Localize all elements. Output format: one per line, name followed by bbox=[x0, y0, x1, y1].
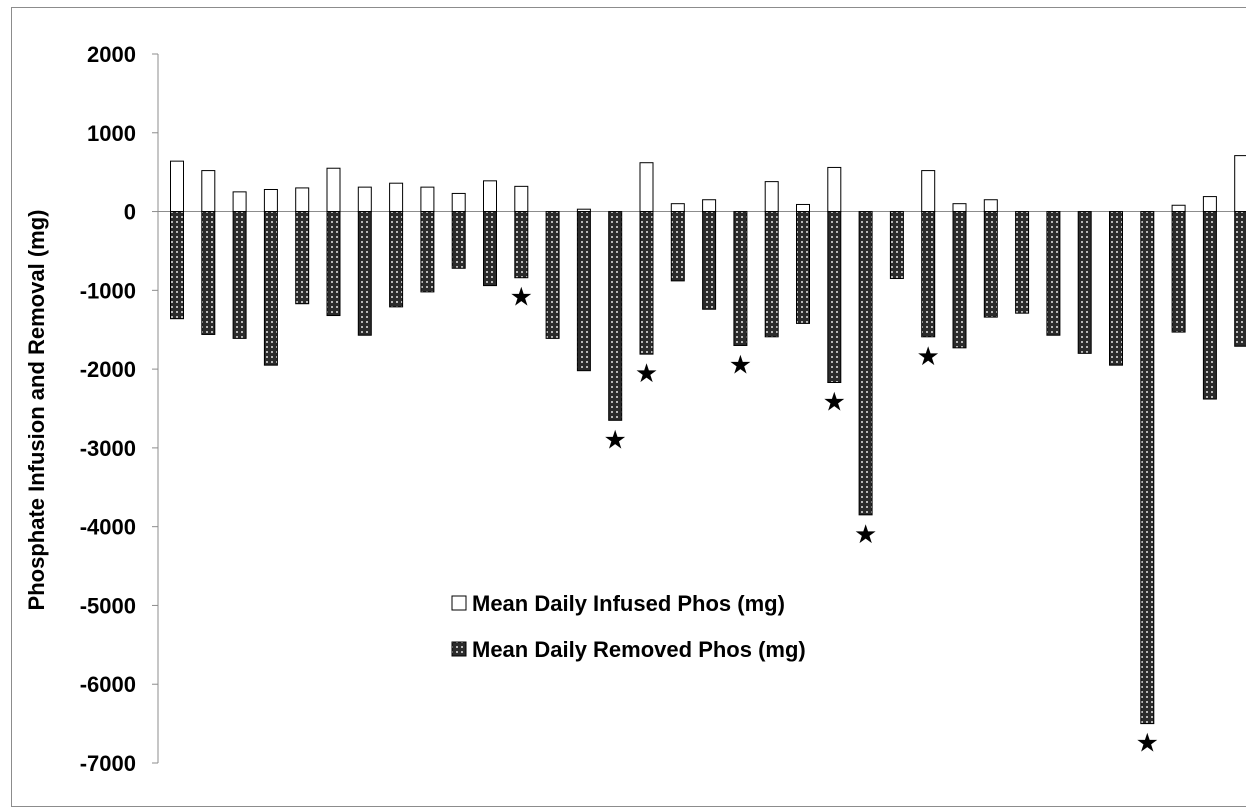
legend-swatch-infused bbox=[452, 596, 466, 610]
bar-infused bbox=[765, 182, 778, 212]
y-tick-label: 2000 bbox=[87, 42, 136, 67]
bar-removed bbox=[202, 212, 215, 335]
bar-infused bbox=[421, 187, 434, 211]
bar-infused bbox=[264, 189, 277, 211]
bar-infused bbox=[327, 168, 340, 211]
y-tick-label: -2000 bbox=[80, 357, 136, 382]
bar-removed bbox=[1141, 212, 1154, 724]
bar-removed bbox=[421, 212, 434, 292]
bar-infused bbox=[671, 204, 684, 212]
star-marker-icon: ★ bbox=[854, 520, 877, 550]
bar-removed bbox=[984, 212, 997, 318]
bar-infused bbox=[358, 187, 371, 211]
bar-removed bbox=[859, 212, 872, 515]
bar-removed bbox=[1078, 212, 1091, 354]
y-tick-label: -7000 bbox=[80, 751, 136, 776]
bar-removed bbox=[640, 212, 653, 355]
y-axis-ticks: 2000 1000 0 -1000 -2000 -3000 -4000 -5000 -6000 -… bbox=[80, 42, 136, 776]
y-axis-tick-marks bbox=[152, 54, 158, 763]
star-marker-icon: ★ bbox=[510, 283, 533, 313]
bar-infused bbox=[202, 171, 215, 212]
bar-infused bbox=[797, 204, 810, 211]
legend-label-removed: Mean Daily Removed Phos (mg) bbox=[472, 637, 806, 662]
bar-removed bbox=[953, 212, 966, 348]
bar-infused bbox=[953, 204, 966, 212]
bar-infused bbox=[640, 163, 653, 212]
bar-removed bbox=[358, 212, 371, 336]
bar-removed bbox=[1047, 212, 1060, 336]
bar-removed bbox=[171, 212, 184, 319]
bar-infused bbox=[452, 193, 465, 211]
star-marker-icon: ★ bbox=[1136, 729, 1159, 759]
bar-removed bbox=[390, 212, 403, 307]
bar-removed bbox=[233, 212, 246, 339]
bar-removed bbox=[452, 212, 465, 269]
bar-removed bbox=[296, 212, 309, 304]
bar-infused bbox=[296, 188, 309, 212]
bar-removed bbox=[609, 212, 622, 421]
y-tick-label: -4000 bbox=[80, 515, 136, 540]
bar-infused bbox=[1172, 205, 1185, 211]
y-tick-label: 1000 bbox=[87, 121, 136, 146]
bar-removed bbox=[484, 212, 497, 286]
star-marker-icon: ★ bbox=[635, 359, 658, 389]
bar-infused bbox=[1235, 156, 1246, 212]
bar-removed bbox=[765, 212, 778, 337]
star-marker-icon: ★ bbox=[823, 388, 846, 418]
y-axis-label: Phosphate Infusion and Removal (mg) bbox=[24, 210, 49, 611]
legend-label-infused: Mean Daily Infused Phos (mg) bbox=[472, 591, 785, 616]
star-marker-icon: ★ bbox=[917, 342, 940, 372]
y-tick-label: -6000 bbox=[80, 672, 136, 697]
bar-removed bbox=[264, 212, 277, 366]
bar-removed bbox=[890, 212, 903, 279]
bar-infused bbox=[922, 171, 935, 212]
bar-removed bbox=[327, 212, 340, 316]
bar-removed bbox=[1172, 212, 1185, 333]
bar-removed bbox=[797, 212, 810, 324]
bar-removed bbox=[1110, 212, 1123, 366]
bar-removed bbox=[1235, 212, 1246, 347]
bar-infused bbox=[233, 192, 246, 212]
bar-infused bbox=[828, 167, 841, 211]
bar-removed bbox=[734, 212, 747, 346]
y-tick-label: 0 bbox=[124, 200, 136, 225]
bar-infused bbox=[390, 183, 403, 211]
bar-removed bbox=[671, 212, 684, 281]
bar-infused bbox=[484, 181, 497, 212]
y-tick-label: -3000 bbox=[80, 436, 136, 461]
y-tick-label: -1000 bbox=[80, 278, 136, 303]
bar-infused bbox=[984, 200, 997, 212]
bar-removed bbox=[1203, 212, 1216, 399]
star-marker-icon: ★ bbox=[604, 425, 627, 455]
bar-removed bbox=[922, 212, 935, 337]
bar-removed bbox=[515, 212, 528, 278]
legend-swatch-removed bbox=[452, 642, 466, 656]
bar-removed bbox=[703, 212, 716, 310]
bar-infused bbox=[515, 186, 528, 211]
bar-infused bbox=[1203, 197, 1216, 212]
bar-infused bbox=[171, 161, 184, 211]
bar-infused bbox=[703, 200, 716, 212]
y-tick-label: -5000 bbox=[80, 593, 136, 618]
bar-removed bbox=[828, 212, 841, 383]
bar-removed bbox=[546, 212, 559, 339]
bar-removed bbox=[1016, 212, 1029, 314]
legend: Mean Daily Infused Phos (mg) Mean Daily … bbox=[452, 591, 806, 662]
bar-removed bbox=[577, 212, 590, 371]
star-marker-icon: ★ bbox=[729, 350, 752, 380]
